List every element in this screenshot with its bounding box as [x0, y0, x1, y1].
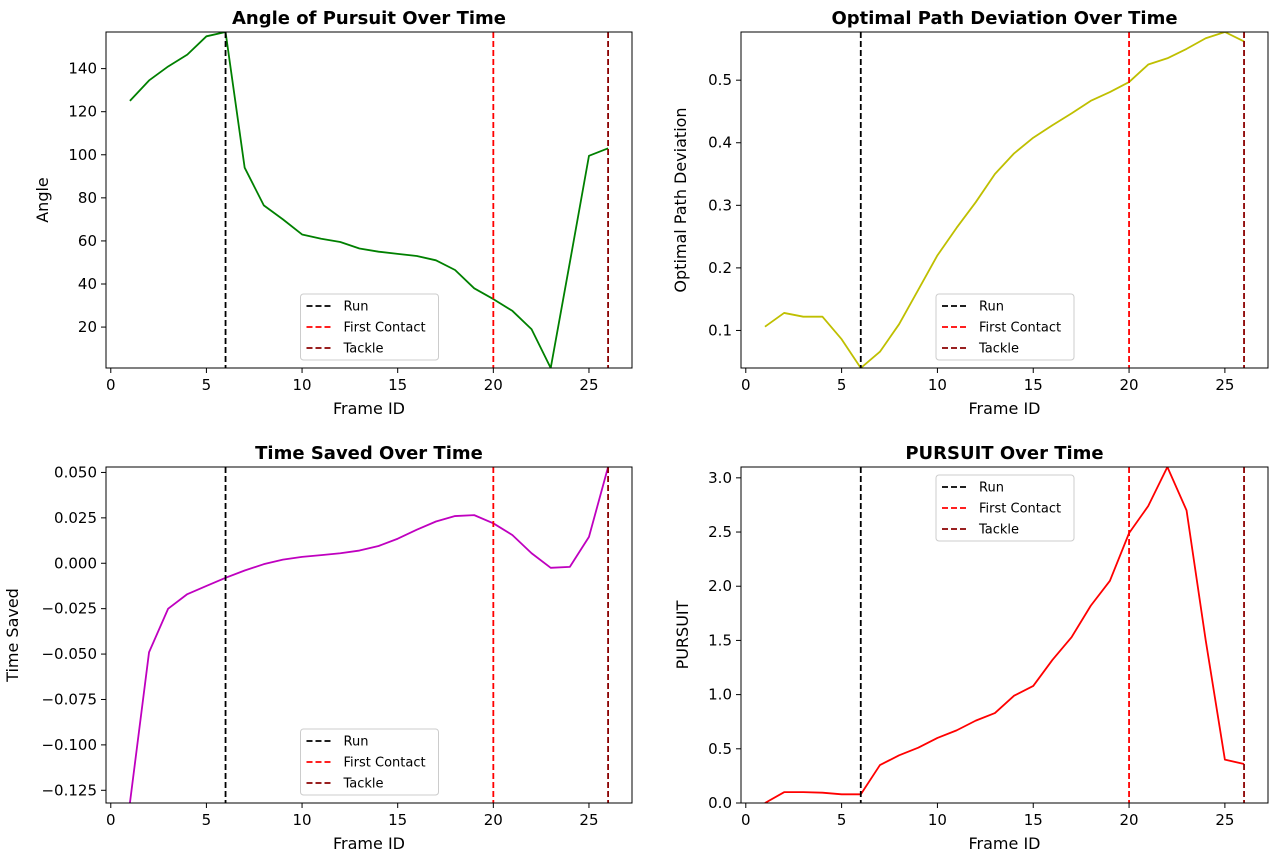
x-tick-label: 5 — [202, 811, 212, 829]
y-axis-label: Optimal Path Deviation — [671, 107, 690, 292]
y-tick-label: 1.0 — [708, 686, 732, 704]
x-tick-label: 5 — [837, 376, 847, 394]
x-tick-label: 0 — [741, 811, 751, 829]
x-tick-label: 20 — [1120, 376, 1139, 394]
series-line — [764, 467, 1245, 803]
x-tick-label: 0 — [741, 376, 751, 394]
y-tick-label: −0.075 — [41, 690, 97, 708]
legend-label: Run — [979, 481, 1004, 496]
x-tick-label: 0 — [106, 376, 116, 394]
x-tick-label: 20 — [484, 811, 503, 829]
y-tick-label: 0.000 — [54, 554, 97, 572]
x-tick-label: 10 — [293, 811, 312, 829]
plot-frame — [105, 31, 633, 369]
x-tick-label: 15 — [1024, 811, 1043, 829]
y-tick-label: 0.2 — [708, 259, 732, 277]
plot-frame — [105, 466, 633, 804]
legend-label: Tackle — [343, 777, 384, 792]
y-tick-label: 2.5 — [708, 523, 732, 541]
x-tick-label: 15 — [388, 376, 407, 394]
chart-panel-3: Time Saved Over Time 0 5 10 15 20 25 −0.125 −0.1… — [3, 443, 633, 853]
y-tick-label: 80 — [78, 189, 97, 207]
legend-box — [935, 474, 1075, 542]
y-tick-label: 60 — [78, 232, 97, 250]
plot-frame — [740, 31, 1269, 369]
chart-title: Optimal Path Deviation Over Time — [831, 8, 1177, 29]
y-tick-label: 0.4 — [708, 134, 732, 152]
y-tick-label: 0.050 — [54, 463, 97, 481]
y-axis-label: Time Saved — [3, 588, 22, 683]
y-tick-label: 120 — [68, 103, 97, 121]
x-axis-label: Frame ID — [969, 834, 1041, 853]
y-tick-label: 0.5 — [708, 740, 732, 758]
x-tick-label: 20 — [484, 376, 503, 394]
x-tick-label: 10 — [293, 376, 312, 394]
chart-title: Time Saved Over Time — [255, 443, 483, 464]
y-tick-label: 20 — [78, 318, 97, 336]
legend-label: Tackle — [343, 342, 384, 357]
x-tick-label: 10 — [928, 811, 947, 829]
x-tick-label: 15 — [388, 811, 407, 829]
y-tick-label: 0.1 — [708, 321, 732, 339]
series-line — [129, 32, 609, 368]
chart-title: Angle of Pursuit Over Time — [232, 8, 506, 29]
legend: Run First Contact Tackle — [935, 293, 1075, 361]
chart-panel-2: Optimal Path Deviation Over Time 0 5 10 15 20… — [671, 8, 1269, 418]
series-line — [129, 467, 609, 803]
x-axis-label: Frame ID — [333, 399, 405, 418]
x-tick-label: 10 — [928, 376, 947, 394]
y-tick-label: −0.050 — [41, 645, 97, 663]
x-tick-label: 25 — [579, 811, 598, 829]
y-tick-label: 100 — [68, 146, 97, 164]
legend: Run First Contact Tackle — [300, 728, 439, 796]
y-tick-label: 2.0 — [708, 577, 732, 595]
x-axis-label: Frame ID — [969, 399, 1041, 418]
chart-title: PURSUIT Over Time — [905, 443, 1103, 464]
x-tick-label: 15 — [1024, 376, 1043, 394]
y-tick-label: 0.3 — [708, 196, 732, 214]
y-tick-label: 1.5 — [708, 631, 732, 649]
legend-box — [935, 293, 1075, 361]
x-tick-label: 25 — [1215, 811, 1234, 829]
legend-label: Run — [344, 300, 369, 315]
legend-label: First Contact — [344, 756, 426, 771]
legend-box — [300, 293, 439, 361]
legend-label: First Contact — [979, 502, 1061, 517]
chart-panel-1: Angle of Pursuit Over Time 0 5 10 15 20 25 20 40… — [33, 8, 633, 418]
legend-label: Tackle — [978, 523, 1019, 538]
legend-label: Tackle — [978, 342, 1019, 357]
y-axis-label: Angle — [33, 177, 52, 223]
chart-panel-4: PURSUIT Over Time 0 5 10 15 20 25 0.0 0.5 1.0 1.5 2… — [673, 443, 1269, 853]
y-tick-label: −0.025 — [41, 600, 97, 618]
legend: Run First Contact Tackle — [935, 474, 1075, 542]
legend: Run First Contact Tackle — [300, 293, 439, 361]
x-axis-label: Frame ID — [333, 834, 405, 853]
legend-label: Run — [344, 735, 369, 750]
y-tick-label: 3.0 — [708, 469, 732, 487]
x-tick-label: 25 — [579, 376, 598, 394]
y-tick-label: 0.025 — [54, 509, 97, 527]
series-line — [764, 32, 1245, 368]
y-tick-label: 40 — [78, 275, 97, 293]
y-tick-label: 0.5 — [708, 71, 732, 89]
legend-label: First Contact — [344, 321, 426, 336]
x-tick-label: 0 — [106, 811, 116, 829]
y-axis-label: PURSUIT — [673, 600, 692, 669]
legend-box — [300, 728, 439, 796]
y-tick-label: 0.0 — [708, 794, 732, 812]
x-tick-label: 5 — [202, 376, 212, 394]
legend-label: Run — [979, 300, 1004, 315]
x-tick-label: 25 — [1215, 376, 1234, 394]
y-tick-label: 140 — [68, 60, 97, 78]
x-tick-label: 20 — [1120, 811, 1139, 829]
y-tick-label: −0.100 — [41, 736, 97, 754]
x-tick-label: 5 — [837, 811, 847, 829]
y-tick-label: −0.125 — [41, 781, 97, 799]
plot-frame — [740, 466, 1269, 804]
legend-label: First Contact — [979, 321, 1061, 336]
